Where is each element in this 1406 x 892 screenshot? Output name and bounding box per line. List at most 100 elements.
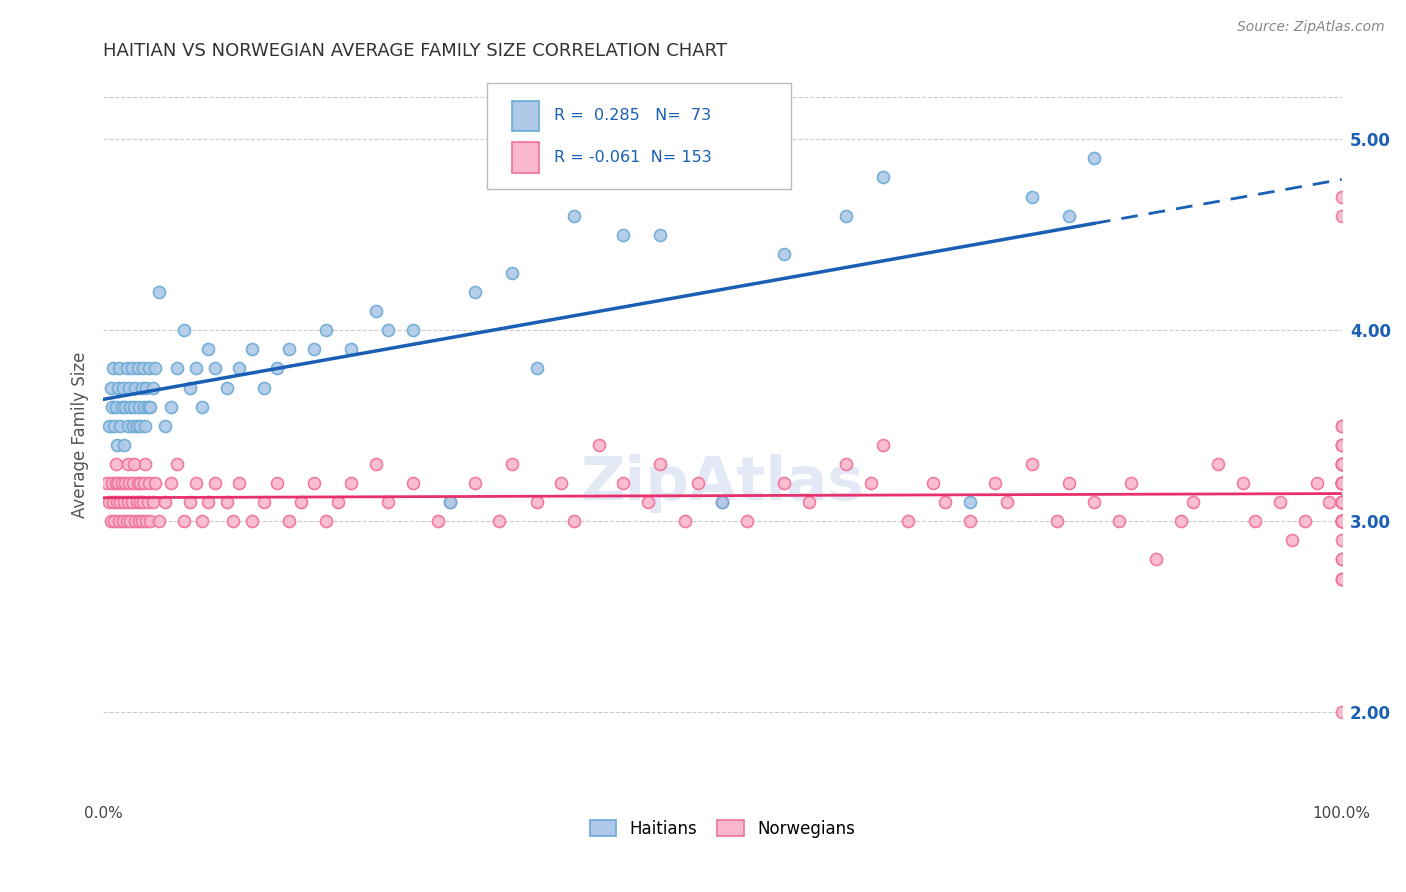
Point xyxy=(132,476,155,491)
Point xyxy=(105,495,128,509)
Point xyxy=(315,323,337,337)
Point xyxy=(129,418,152,433)
Point xyxy=(160,400,183,414)
Point xyxy=(1330,438,1353,452)
Point xyxy=(153,495,176,509)
Point xyxy=(124,514,146,528)
Point xyxy=(1330,189,1353,203)
Point xyxy=(148,514,170,528)
Point xyxy=(179,380,201,394)
FancyBboxPatch shape xyxy=(486,83,790,188)
FancyBboxPatch shape xyxy=(512,142,538,172)
Point xyxy=(117,495,139,509)
Point xyxy=(1330,514,1353,528)
Point xyxy=(686,476,709,491)
Point xyxy=(959,495,981,509)
Point xyxy=(1330,476,1353,491)
Point xyxy=(1330,418,1353,433)
Point xyxy=(377,323,399,337)
Point xyxy=(277,514,299,528)
Point xyxy=(128,400,150,414)
Point xyxy=(96,476,118,491)
Point xyxy=(166,457,188,471)
Point xyxy=(1330,572,1353,586)
Point xyxy=(129,476,152,491)
Point xyxy=(115,361,138,376)
Point xyxy=(1083,152,1105,166)
Point xyxy=(127,476,149,491)
Point xyxy=(1083,495,1105,509)
Point xyxy=(1330,572,1353,586)
Point xyxy=(835,209,858,223)
Point xyxy=(402,323,425,337)
Point xyxy=(115,514,138,528)
Point xyxy=(122,457,145,471)
Point xyxy=(98,418,121,433)
Point xyxy=(127,361,149,376)
Point xyxy=(112,438,135,452)
Point xyxy=(872,170,894,185)
Point xyxy=(1232,476,1254,491)
Point xyxy=(364,304,387,318)
Point xyxy=(526,495,548,509)
Point xyxy=(121,476,143,491)
Point xyxy=(1330,476,1353,491)
Point xyxy=(650,457,672,471)
Point xyxy=(266,476,288,491)
Point xyxy=(143,361,166,376)
Point xyxy=(562,209,585,223)
Point xyxy=(215,380,238,394)
Point xyxy=(112,495,135,509)
Point xyxy=(934,495,956,509)
Point xyxy=(439,495,461,509)
Point xyxy=(1330,495,1353,509)
Point xyxy=(1330,457,1353,471)
Point xyxy=(139,514,162,528)
Point xyxy=(222,514,245,528)
Point xyxy=(142,495,165,509)
Point xyxy=(135,514,157,528)
Point xyxy=(108,514,131,528)
Point xyxy=(184,361,207,376)
Point xyxy=(118,380,141,394)
Point xyxy=(1330,476,1353,491)
Point xyxy=(588,438,610,452)
Point xyxy=(121,418,143,433)
Point xyxy=(136,495,159,509)
Point xyxy=(315,514,337,528)
Point xyxy=(773,476,796,491)
Point xyxy=(650,227,672,242)
Point xyxy=(134,418,156,433)
Point xyxy=(240,343,263,357)
Text: R =  0.285   N=  73: R = 0.285 N= 73 xyxy=(554,109,711,123)
Point xyxy=(139,400,162,414)
Point xyxy=(131,514,153,528)
Point xyxy=(328,495,350,509)
Point xyxy=(439,495,461,509)
Point xyxy=(132,400,155,414)
Point xyxy=(148,285,170,299)
Point xyxy=(135,380,157,394)
Point xyxy=(1281,533,1303,548)
Text: R = -0.061  N= 153: R = -0.061 N= 153 xyxy=(554,150,711,165)
Point xyxy=(1330,495,1353,509)
Point xyxy=(197,495,219,509)
Point xyxy=(1330,514,1353,528)
Point xyxy=(125,495,148,509)
Point xyxy=(114,476,136,491)
Point xyxy=(1330,514,1353,528)
Point xyxy=(1330,457,1353,471)
Point xyxy=(120,400,142,414)
Point xyxy=(1170,514,1192,528)
Legend: Haitians, Norwegians: Haitians, Norwegians xyxy=(583,813,862,844)
Point xyxy=(204,361,226,376)
Point xyxy=(302,343,325,357)
Point xyxy=(1330,533,1353,548)
Point xyxy=(110,418,132,433)
Point xyxy=(108,361,131,376)
Point xyxy=(215,495,238,509)
Text: ZipAtlas: ZipAtlas xyxy=(581,453,865,513)
Point xyxy=(464,285,486,299)
Point xyxy=(103,418,125,433)
Point xyxy=(107,380,129,394)
